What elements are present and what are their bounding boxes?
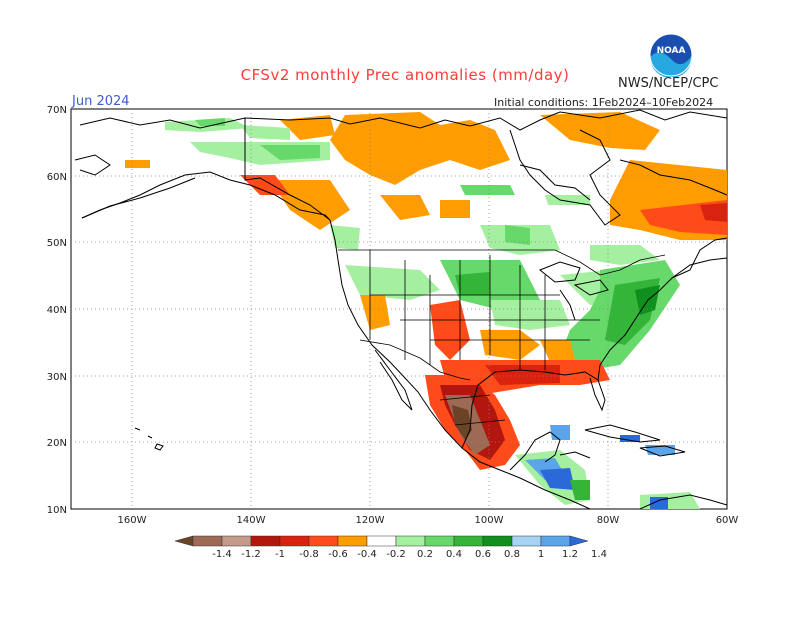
lon-label: 80W [597, 515, 620, 526]
lon-label: 100W [475, 515, 504, 526]
lon-label: 120W [356, 515, 385, 526]
colorbar-label: -1.4 [212, 549, 232, 560]
lat-label: 70N [47, 105, 67, 116]
colorbar-label: -1 [275, 549, 285, 560]
colorbar-label: -0.2 [386, 549, 406, 560]
lat-label: 30N [47, 372, 67, 383]
lon-label: 160W [118, 515, 147, 526]
colorbar-label: 1.2 [562, 549, 578, 560]
lat-label: 20N [47, 438, 67, 449]
colorbar-swatch [453, 535, 484, 547]
colorbar-swatch [424, 535, 455, 547]
colorbar-label: 0.4 [446, 549, 462, 560]
agency-label: NWS/NCEP/CPC [618, 76, 719, 91]
colorbar-swatch [511, 535, 542, 547]
colorbar-label: -0.6 [328, 549, 348, 560]
latitude-labels: 70N 60N 50N 40N 30N 20N 10N [47, 105, 67, 516]
colorbar-swatch [337, 535, 368, 547]
colorbar-swatch [395, 535, 426, 547]
forecast-month: Jun 2024 [72, 94, 130, 109]
colorbar-arrow-left [174, 535, 194, 547]
colorbar-label: 0.8 [504, 549, 520, 560]
colorbar-label: 1.4 [591, 549, 607, 560]
coastlines [74, 109, 728, 510]
borders [338, 249, 666, 426]
colorbar-swatch [482, 535, 513, 547]
colorbar-label: -0.8 [299, 549, 319, 560]
colorbar: -1.4 -1.2 -1 -0.8 -0.6 -0.4 -0.2 0.2 0.4 0.6 0.8 1 1… [174, 535, 607, 560]
colorbar-arrow-right [569, 535, 589, 547]
colorbar-label: 0.6 [475, 549, 491, 560]
colorbar-swatch [279, 535, 310, 547]
colorbar-swatch [192, 535, 223, 547]
initial-conditions: Initial conditions: 1Feb2024–10Feb2024 [494, 96, 714, 109]
colorbar-swatch [221, 535, 252, 547]
noaa-logo: NOAA [649, 33, 693, 77]
colorbar-label: -0.4 [357, 549, 377, 560]
colorbar-swatch [250, 535, 281, 547]
colorbar-swatch [366, 535, 397, 547]
colorbar-label: 1 [538, 549, 544, 560]
lon-label: 60W [716, 515, 739, 526]
lat-label: 60N [47, 172, 67, 183]
chart-title: CFSv2 monthly Prec anomalies (mm/day) [240, 66, 570, 84]
longitude-labels: 160W 140W 120W 100W 80W 60W [118, 515, 739, 526]
svg-text:NOAA: NOAA [657, 46, 686, 56]
colorbar-label: 0.2 [417, 549, 433, 560]
lon-label: 140W [237, 515, 266, 526]
lat-label: 50N [47, 238, 67, 249]
lat-label: 40N [47, 305, 67, 316]
colorbar-swatch [540, 535, 571, 547]
lat-label: 10N [47, 505, 67, 516]
colorbar-label: -1.2 [241, 549, 261, 560]
colorbar-swatch [308, 535, 339, 547]
